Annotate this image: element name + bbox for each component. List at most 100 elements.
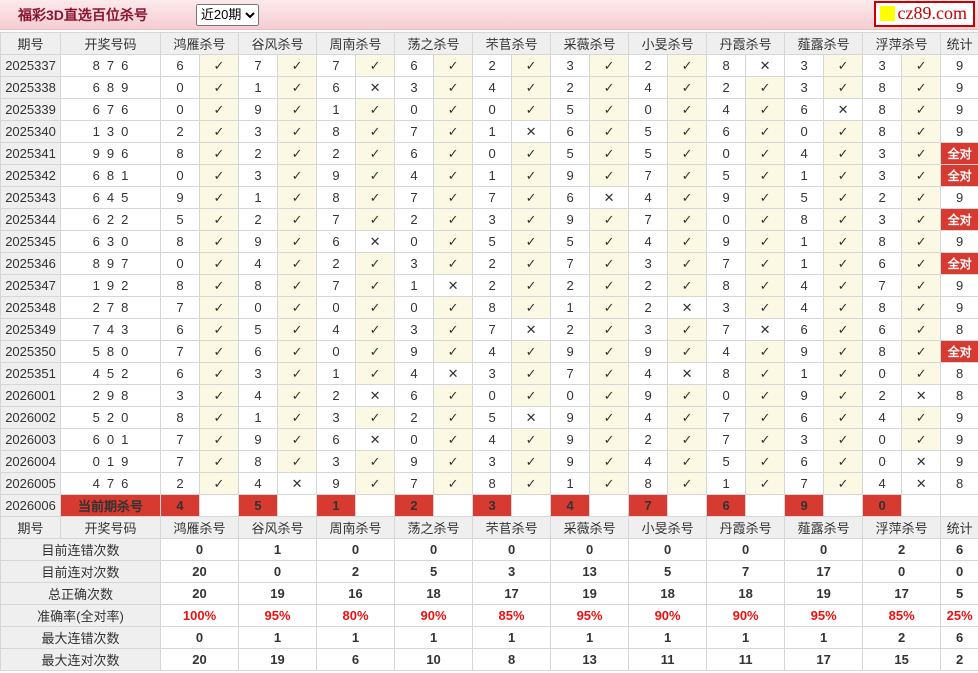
cross-icon: ✕ — [277, 472, 318, 495]
stat-cell: 9 — [940, 274, 978, 297]
check-icon: ✓ — [277, 252, 318, 275]
check-icon: ✓ — [198, 252, 240, 275]
kill-number-cell: 8 — [316, 186, 357, 209]
check-icon: ✓ — [433, 472, 474, 495]
draw-number-cell: 676 — [60, 98, 161, 121]
check-icon: ✓ — [277, 450, 318, 473]
check-icon: ✓ — [901, 406, 942, 429]
check-icon: ✓ — [277, 98, 318, 121]
check-icon: ✓ — [511, 54, 552, 77]
range-select[interactable]: 近20期 — [195, 3, 259, 26]
check-icon: ✓ — [277, 186, 318, 209]
kill-number-cell: 2 — [472, 252, 513, 275]
check-icon: ✓ — [667, 384, 708, 407]
period-cell: 2025341 — [0, 142, 61, 165]
kill-number-cell: 3 — [784, 428, 825, 451]
check-icon: ✓ — [277, 54, 318, 77]
kill-number-cell: 0 — [862, 450, 903, 473]
kill-number-cell: 8 — [706, 274, 747, 297]
check-icon: ✓ — [745, 384, 786, 407]
check-icon: ✓ — [823, 318, 864, 341]
check-icon: ✓ — [355, 98, 396, 121]
summary-value: 18 — [706, 582, 786, 605]
kill-number-cell: 0 — [316, 296, 357, 319]
summary-value: 11 — [706, 648, 786, 671]
cross-icon: ✕ — [901, 450, 942, 473]
kill-number-cell: 6 — [316, 76, 357, 99]
draw-number-cell: 476 — [60, 472, 161, 495]
kill-number-cell: 7 — [706, 252, 747, 275]
kill-number-cell: 8 — [316, 120, 357, 143]
kill-number-cell: 8 — [862, 340, 903, 363]
kill-number-cell: 2 — [316, 252, 357, 275]
check-icon: ✓ — [277, 362, 318, 385]
kill-number-cell: 7 — [550, 252, 591, 275]
kill-number-cell: 3 — [316, 450, 357, 473]
cross-icon: ✕ — [667, 296, 708, 319]
check-icon: ✓ — [589, 142, 630, 165]
check-icon: ✓ — [433, 428, 474, 451]
kill-number-cell: 0 — [472, 98, 513, 121]
kill-number-cell: 3 — [160, 384, 200, 407]
kill-number-cell: 4 — [628, 362, 669, 385]
check-icon: ✓ — [433, 406, 474, 429]
summary-value: 0 — [159, 538, 240, 561]
check-icon: ✓ — [277, 164, 318, 187]
check-icon: ✓ — [745, 252, 786, 275]
stat-cell: 9 — [940, 428, 978, 451]
kill-number-cell: 4 — [394, 164, 435, 187]
period-cell: 2025349 — [0, 318, 61, 341]
kill-number-cell: 4 — [706, 98, 747, 121]
check-icon: ✓ — [589, 472, 630, 495]
check-icon: ✓ — [667, 450, 708, 473]
check-icon: ✓ — [511, 340, 552, 363]
kill-number-cell: 8 — [862, 98, 903, 121]
check-icon: ✓ — [198, 296, 240, 319]
check-icon: ✓ — [433, 120, 474, 143]
check-icon: ✓ — [745, 472, 786, 495]
check-icon: ✓ — [589, 318, 630, 341]
summary-value: 1 — [628, 626, 708, 649]
kill-number-cell: 3 — [472, 362, 513, 385]
kill-number-cell: 9 — [628, 340, 669, 363]
check-icon: ✓ — [277, 208, 318, 231]
data-row: 2025349 743 6 ✓ 5 ✓ 4 ✓ 3 ✓ 7 ✕ 2 ✓ 3 ✓ 7 ✕ 6 ✓ 6 ✓ 8 — [0, 318, 978, 341]
draw-number-cell: 996 — [60, 142, 161, 165]
kill-number-cell: 2 — [550, 318, 591, 341]
draw-number-cell: 580 — [60, 340, 161, 363]
summary-stat-value: 25% — [940, 604, 978, 627]
summary-label: 目前连错次数 — [0, 538, 161, 561]
kill-number-cell: 2 — [316, 384, 357, 407]
check-icon: ✓ — [355, 208, 396, 231]
cross-icon: ✕ — [355, 230, 396, 253]
check-icon: ✓ — [589, 164, 630, 187]
summary-value: 0 — [784, 538, 864, 561]
empty-cell — [589, 494, 630, 517]
summary-label: 目前连对次数 — [0, 560, 161, 583]
kill-number-cell: 3 — [394, 318, 435, 341]
data-row: 2025342 681 0 ✓ 3 ✓ 9 ✓ 4 ✓ 1 ✓ 9 ✓ 7 ✓ 5 ✓ 1 ✓ 3 ✓ 全对 — [0, 164, 978, 187]
kill-number-cell: 1 — [550, 472, 591, 495]
check-icon: ✓ — [433, 164, 474, 187]
check-icon: ✓ — [277, 230, 318, 253]
check-icon: ✓ — [745, 76, 786, 99]
summary-row: 目前连错次数 0 1 0 0 0 0 0 0 0 2 6 — [0, 538, 978, 561]
kill-number-cell: 3 — [862, 208, 903, 231]
site-logo[interactable]: cz89.com — [873, 1, 975, 27]
summary-value: 13 — [550, 648, 630, 671]
period-cell: 2025337 — [0, 54, 61, 77]
kill-number-cell: 6 — [394, 384, 435, 407]
check-icon: ✓ — [355, 318, 396, 341]
check-icon: ✓ — [511, 274, 552, 297]
period-cell: 2025346 — [0, 252, 61, 275]
kill-number-cell: 4 — [628, 76, 669, 99]
kill-number-cell: 0 — [862, 428, 903, 451]
summary-row: 准确率(全对率) 100% 95% 80% 90% 85% 95% 90% 90% 95% 85% 2… — [0, 604, 978, 627]
kill-number-cell: 1 — [238, 406, 279, 429]
summary-value: 13 — [550, 560, 630, 583]
check-icon: ✓ — [589, 54, 630, 77]
kill-number-cell: 0 — [316, 340, 357, 363]
kill-number-cell: 9 — [238, 98, 279, 121]
kill-number-cell: 7 — [628, 164, 669, 187]
check-icon: ✓ — [433, 76, 474, 99]
